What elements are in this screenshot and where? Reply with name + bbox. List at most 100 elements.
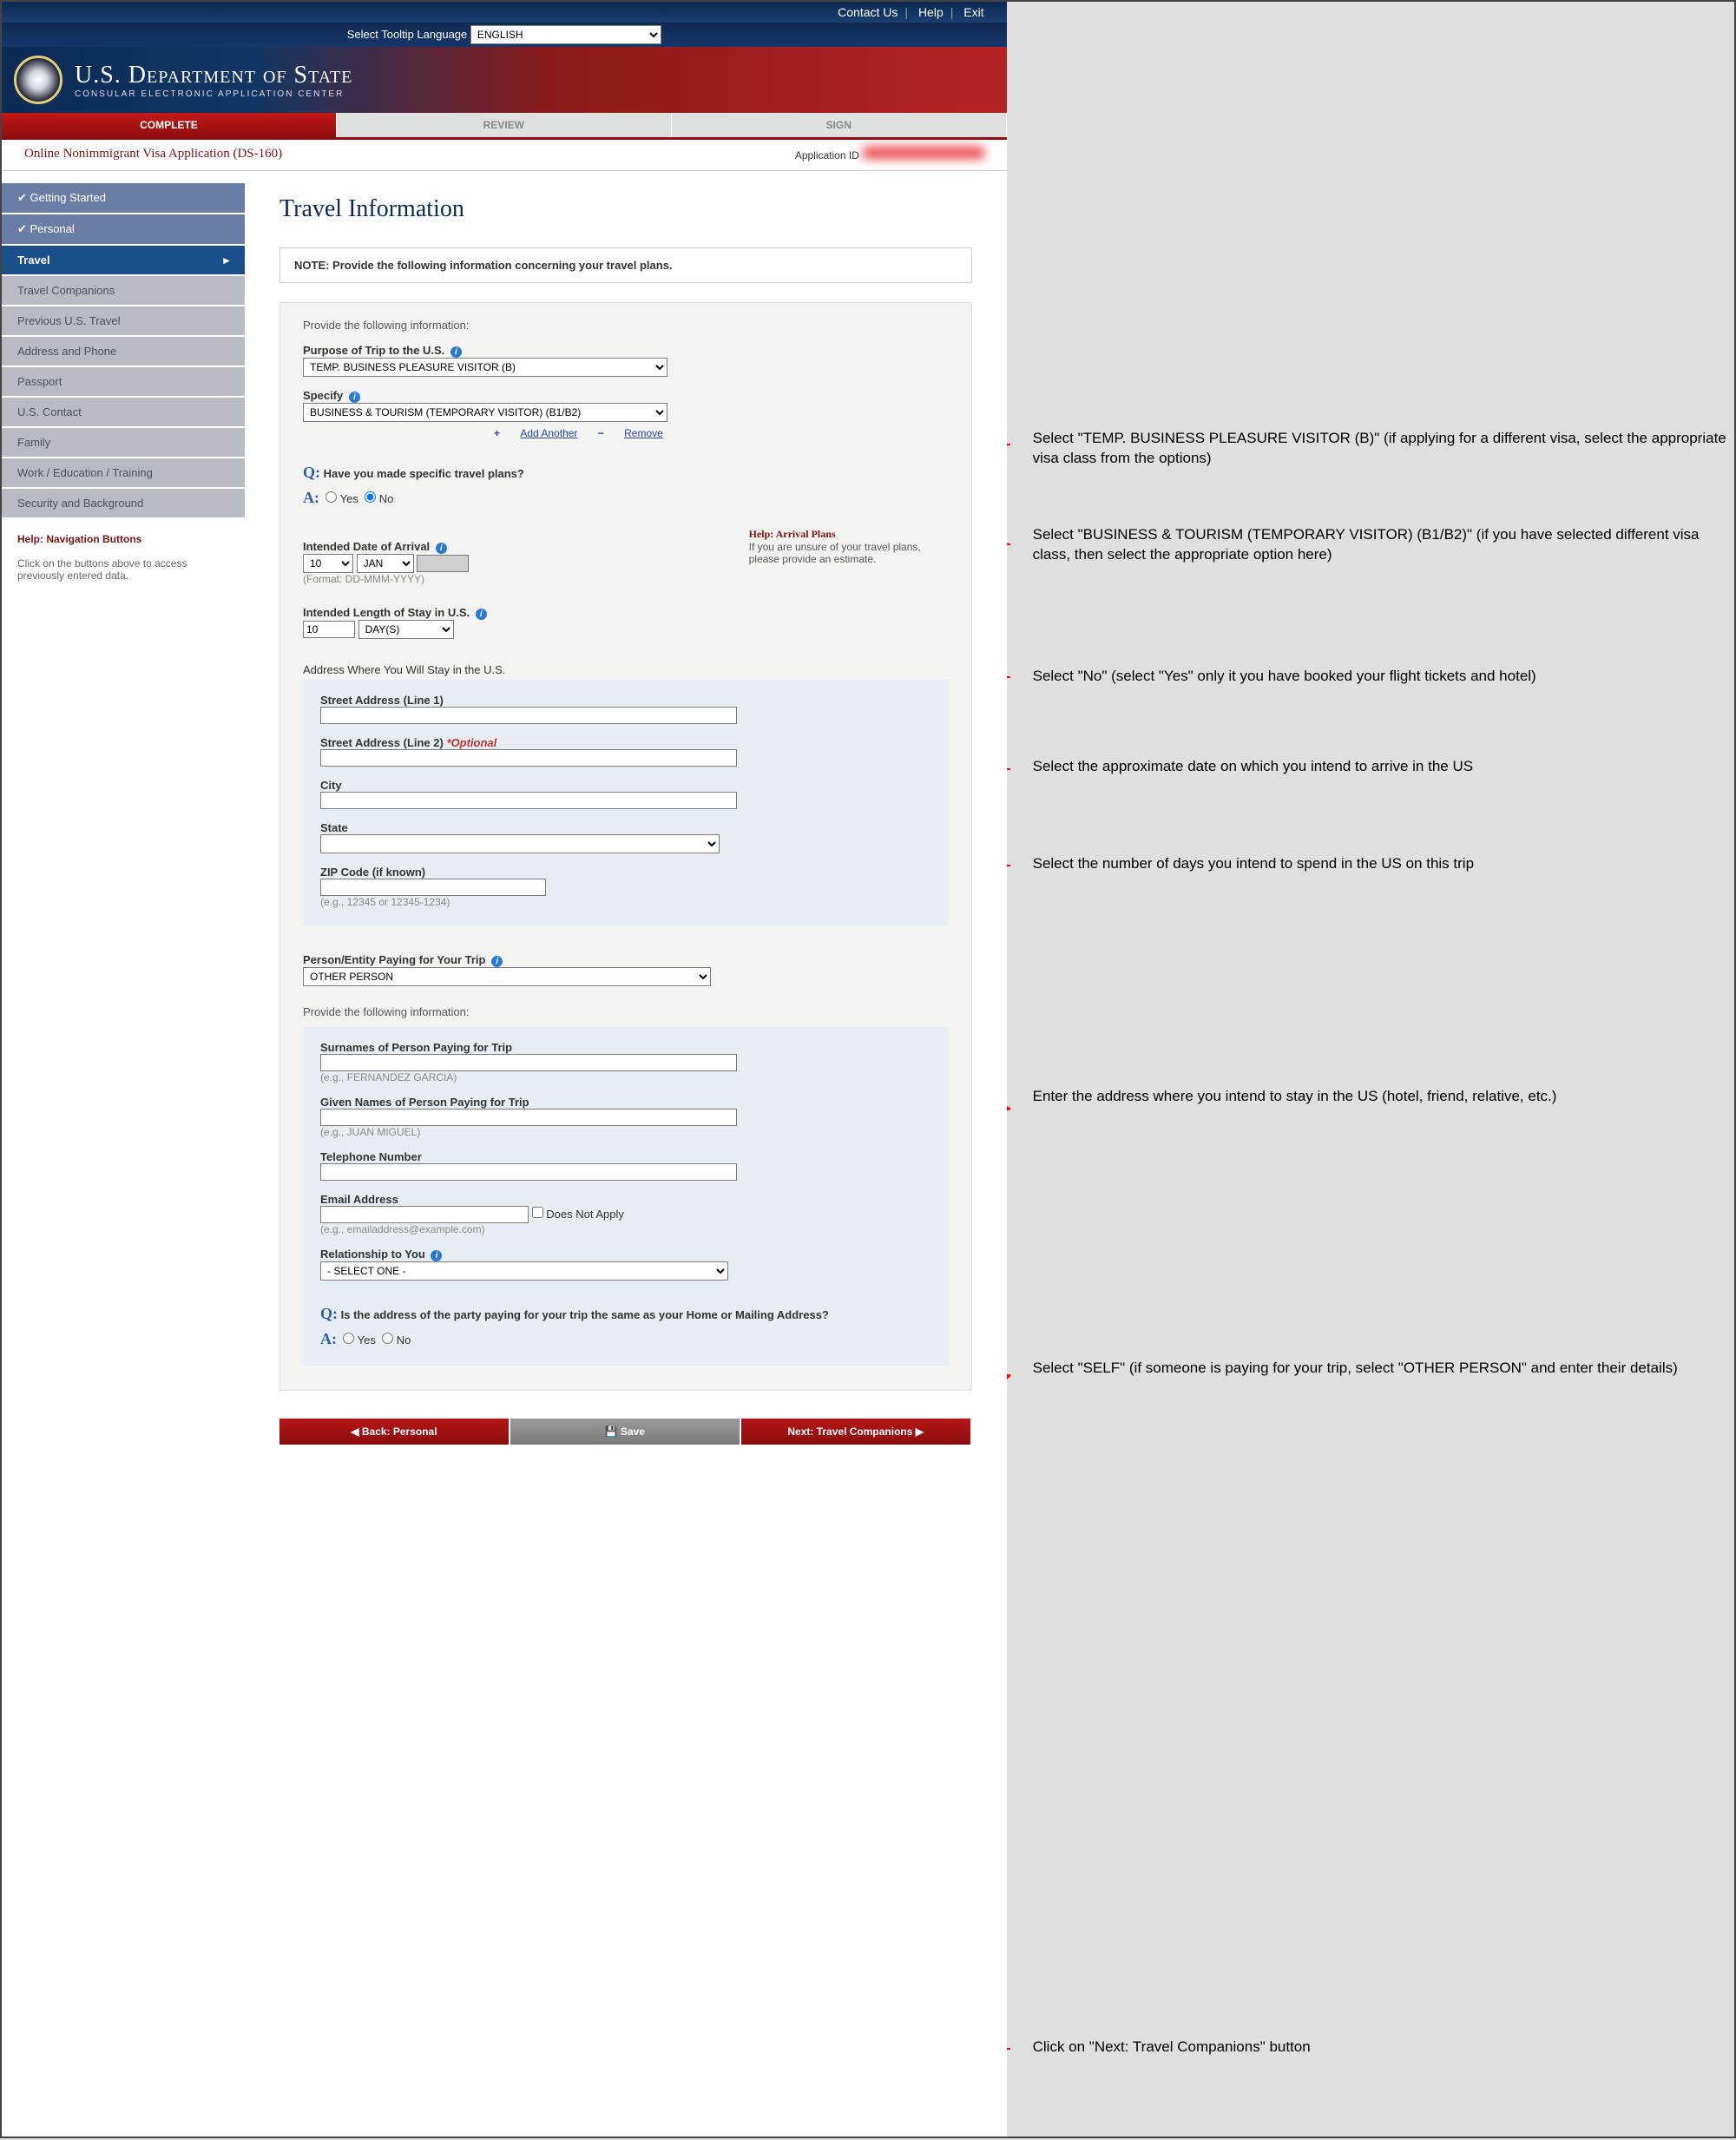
language-select[interactable]: ENGLISH [470,25,661,44]
next-button[interactable]: Next: Travel Companions [741,1419,972,1445]
contact-link[interactable]: Contact Us [838,5,898,19]
state-seal-icon [14,56,62,104]
annotation-4: Select the approximate date on which you… [1033,757,1473,777]
sub-header: Online Nonimmigrant Visa Application (DS… [2,137,1007,171]
email-dna-checkbox[interactable] [532,1207,543,1218]
language-bar: Select Tooltip Language ENGLISH [2,23,1007,47]
purpose-select[interactable]: TEMP. BUSINESS PLEASURE VISITOR (B) [303,358,667,377]
annotation-1: Select "TEMP. BUSINESS PLEASURE VISITOR … [1033,429,1734,469]
nav-passport[interactable]: Passport [2,367,245,398]
payer-given-input[interactable] [320,1109,737,1126]
language-label: Select Tooltip Language [347,28,468,41]
note-box: NOTE: Provide the following information … [279,247,972,283]
info-icon[interactable]: i [476,609,487,620]
back-button[interactable]: Back: Personal [279,1419,510,1445]
purpose-label: Purpose of Trip to the U.S. i [303,344,949,358]
plans-yes-radio[interactable] [326,491,337,503]
nav-security[interactable]: Security and Background [2,489,245,519]
state-label: State [320,821,931,834]
payer-surnames-input[interactable] [320,1054,737,1071]
page-title: Travel Information [279,195,972,223]
nav-family[interactable]: Family [2,428,245,458]
payer-given-label: Given Names of Person Paying for Trip [320,1096,931,1109]
dept-subtitle: CONSULAR ELECTRONIC APPLICATION CENTER [75,89,352,99]
plans-no-radio[interactable] [365,491,376,503]
city-input[interactable] [320,792,737,809]
nav-buttons: Back: Personal 💾 Save Next: Travel Compa… [279,1419,972,1445]
payer-addr-no-radio[interactable] [382,1333,393,1344]
top-links-bar: Contact Us| Help| Exit [2,2,1007,23]
addr-line1-input[interactable] [320,707,737,724]
info-icon[interactable]: i [491,956,503,967]
city-label: City [320,779,931,792]
provide-info-1: Provide the following information: [303,319,949,332]
annotation-2: Select "BUSINESS & TOURISM (TEMPORARY VI… [1033,525,1734,565]
arrows-overlay [1007,2,1736,2140]
specify-label: Specify i [303,389,949,403]
annotation-5: Select the number of days you intend to … [1033,854,1474,874]
annotation-3: Select "No" (select "Yes" only it you ha… [1033,667,1536,687]
step-review[interactable]: REVIEW [337,113,672,137]
nav-work-education[interactable]: Work / Education / Training [2,458,245,489]
nav-personal[interactable]: Personal [2,214,245,246]
nav-previous-travel[interactable]: Previous U.S. Travel [2,306,245,337]
provide-info-2: Provide the following information: [303,1005,949,1018]
addr-line2-label: Street Address (Line 2) *Optional [320,736,931,749]
info-icon[interactable]: i [436,543,447,554]
stay-unit-select[interactable]: DAY(S) [358,620,454,639]
step-complete[interactable]: COMPLETE [2,113,337,137]
info-icon[interactable]: i [450,346,462,358]
save-button[interactable]: 💾 Save [510,1419,741,1445]
zip-hint: (e.g., 12345 or 12345-1234) [320,896,931,908]
payer-tel-label: Telephone Number [320,1150,931,1163]
specify-select[interactable]: BUSINESS & TOURISM (TEMPORARY VISITOR) (… [303,403,667,422]
exit-link[interactable]: Exit [963,5,983,19]
payer-select[interactable]: OTHER PERSON [303,967,711,986]
payer-rel-label: Relationship to You i [320,1248,931,1261]
zip-label: ZIP Code (if known) [320,866,931,879]
stay-number-input[interactable] [303,621,355,638]
addr-section-title: Address Where You Will Stay in the U.S. [303,663,949,676]
state-select[interactable] [320,834,720,853]
info-icon[interactable]: i [431,1250,442,1261]
sidebar-nav: Getting Started Personal Travel Travel C… [2,171,245,1479]
nav-address-phone[interactable]: Address and Phone [2,337,245,367]
annotation-7: Select "SELF" (if someone is paying for … [1033,1359,1678,1379]
payer-rel-select[interactable]: - SELECT ONE - [320,1261,728,1281]
dept-title: U.S. Department of State [75,62,352,89]
payer-addr-yes-radio[interactable] [343,1333,354,1344]
payer-email-input[interactable] [320,1206,529,1223]
add-another-link[interactable]: Add Another [520,427,577,439]
nav-companions[interactable]: Travel Companions [2,276,245,306]
addr-line2-input[interactable] [320,749,737,767]
payer-panel: Surnames of Person Paying for Trip (e.g.… [303,1027,949,1366]
payer-label: Person/Entity Paying for Your Trip i [303,953,949,967]
nav-us-contact[interactable]: U.S. Contact [2,398,245,428]
remove-link[interactable]: Remove [624,427,663,439]
appid-label: Application ID [795,149,859,161]
stay-label: Intended Length of Stay in U.S. i [303,606,949,620]
step-sign[interactable]: SIGN [672,113,1007,137]
main-form: Travel Information NOTE: Provide the fol… [245,171,1007,1479]
arrival-year-input[interactable] [417,555,469,572]
help-arrival: Help: Arrival PlansIf you are unsure of … [749,528,949,565]
zip-input[interactable] [320,879,546,896]
info-icon[interactable]: i [349,392,360,403]
payer-email-label: Email Address [320,1193,931,1206]
step-tabs: COMPLETE REVIEW SIGN [2,113,1007,137]
arrival-month-select[interactable]: JAN [357,554,414,573]
appid-value-redacted [863,147,984,159]
nav-travel[interactable]: Travel [2,246,245,276]
nav-getting-started[interactable]: Getting Started [2,183,245,214]
annotation-6: Enter the address where you intend to st… [1033,1087,1557,1107]
travel-plans-question: Have you made specific travel plans? [324,467,524,480]
payer-addr-question: Is the address of the party paying for y… [341,1308,829,1321]
form-title: Online Nonimmigrant Visa Application (DS… [24,147,282,163]
help-link[interactable]: Help [918,5,944,19]
arrival-day-select[interactable]: 10 [303,554,353,573]
help-navigation: Help: Navigation Buttons Click on the bu… [2,519,245,596]
address-panel: Street Address (Line 1) Street Address (… [303,680,949,925]
app-screenshot: Contact Us| Help| Exit Select Tooltip La… [2,2,1007,2137]
arrival-format-hint: (Format: DD-MMM-YYYY) [303,573,949,585]
payer-tel-input[interactable] [320,1163,737,1181]
